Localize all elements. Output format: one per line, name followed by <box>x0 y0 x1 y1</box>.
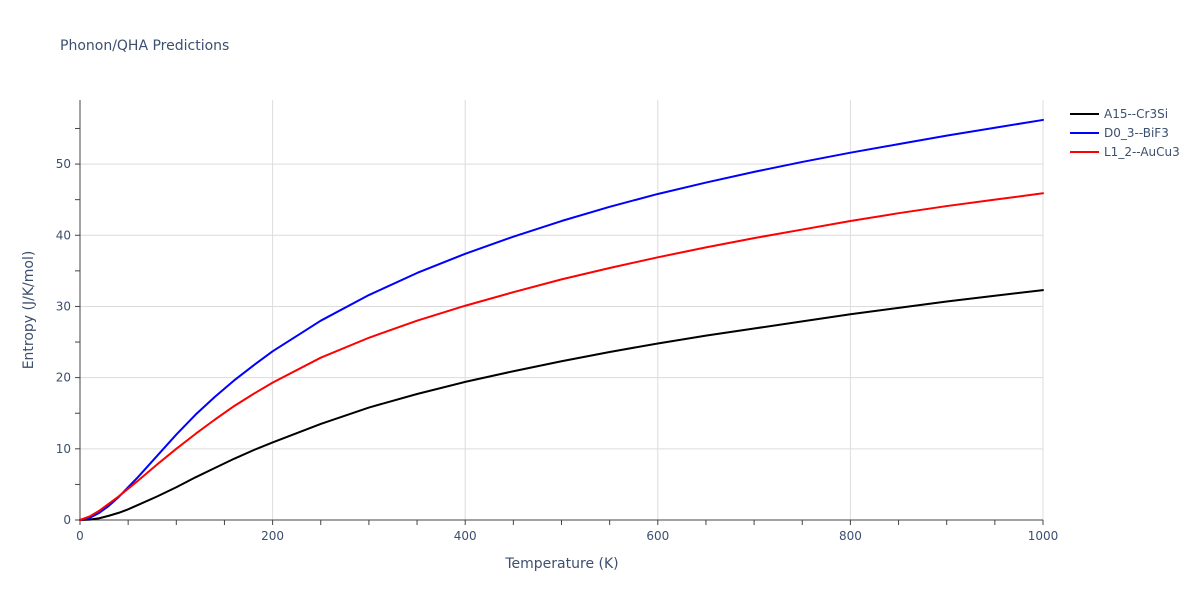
y-tick-label: 0 <box>63 513 71 527</box>
y-tick-label: 20 <box>56 371 71 385</box>
x-tick-label: 0 <box>76 529 84 543</box>
y-tick-label: 10 <box>56 442 71 456</box>
y-tick-label: 50 <box>56 157 71 171</box>
y-tick-label: 30 <box>56 299 71 313</box>
legend[interactable]: A15--Cr3Si D0_3--BiF3 L1_2--AuCu3 <box>1070 107 1180 159</box>
x-tick-label: 200 <box>261 529 284 543</box>
y-tick-label: 40 <box>56 228 71 242</box>
legend-item[interactable]: D0_3--BiF3 <box>1070 126 1169 140</box>
chart-title: Phonon/QHA Predictions <box>60 38 229 54</box>
plot-area[interactable] <box>79 118 1044 521</box>
legend-item[interactable]: L1_2--AuCu3 <box>1070 145 1180 159</box>
x-axis-title: Temperature (K) <box>504 556 618 572</box>
series-line-0[interactable] <box>79 289 1044 521</box>
legend-label: D0_3--BiF3 <box>1104 126 1169 140</box>
x-tick-label: 600 <box>646 529 669 543</box>
x-tick-label: 800 <box>839 529 862 543</box>
series-line-1[interactable] <box>79 118 1044 521</box>
x-tick-label: 400 <box>454 529 477 543</box>
axes: 0 200 400 600 800 1000 0 10 20 30 40 50 <box>56 100 1059 543</box>
legend-label: L1_2--AuCu3 <box>1104 145 1180 159</box>
x-tick-label: 1000 <box>1028 529 1059 543</box>
grid <box>80 100 1044 520</box>
legend-label: A15--Cr3Si <box>1104 107 1168 121</box>
legend-item[interactable]: A15--Cr3Si <box>1070 107 1168 121</box>
y-axis-title: Entropy (J/K/mol) <box>21 251 37 370</box>
series-line-2[interactable] <box>79 192 1044 521</box>
